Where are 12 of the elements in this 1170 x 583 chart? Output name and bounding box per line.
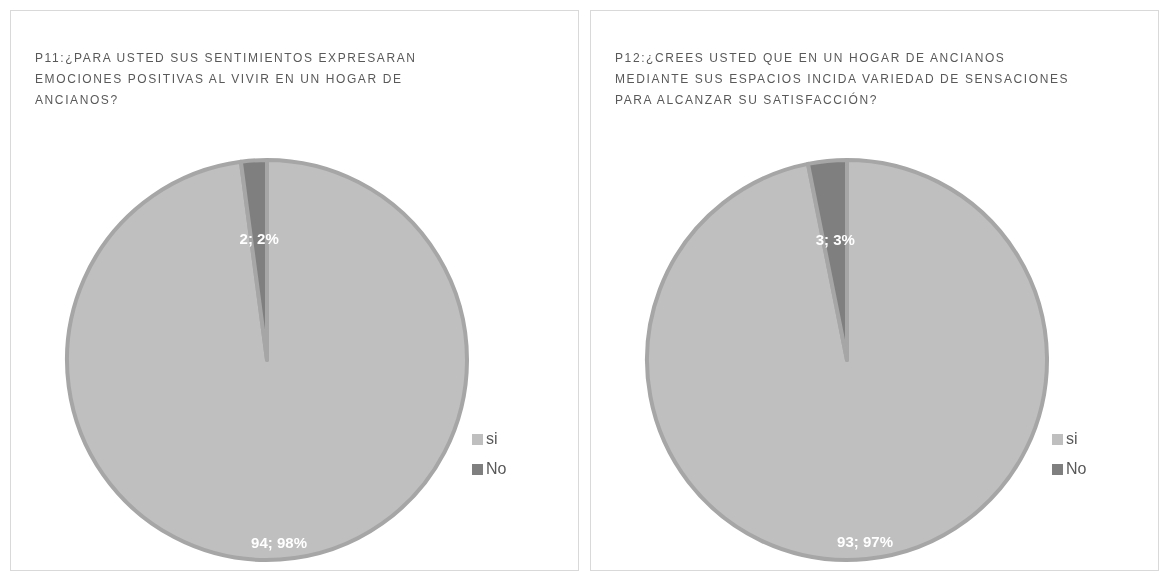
data-label: 93; 97% [837,533,893,551]
data-label: 2; 2% [239,230,279,248]
pie-slice [645,158,1049,562]
data-label: 3; 3% [815,230,855,248]
legend-label: si [486,430,498,448]
legend-label: No [1066,460,1087,478]
legend-label: No [486,460,507,478]
pie-slice [65,158,469,562]
chart-title: P12:¿CREES USTED QUE EN UN HOGAR DE ANCIANOS MEDIANTE SUS ESPACIOS INCIDA VARIEDAD DE SENSACIONES PARA ALCANZAR SU SATISFACCIÓN? [615,51,1070,107]
data-label: 94; 98% [251,533,307,551]
chart-title: P11:¿PARA USTED SUS SENTIMIENTOS EXPRESARAN EMOCIONES POSITIVAS AL VIVIR EN UN HOGAR DE ANCIANOS? [35,51,417,107]
legend-label: si [1066,430,1078,448]
